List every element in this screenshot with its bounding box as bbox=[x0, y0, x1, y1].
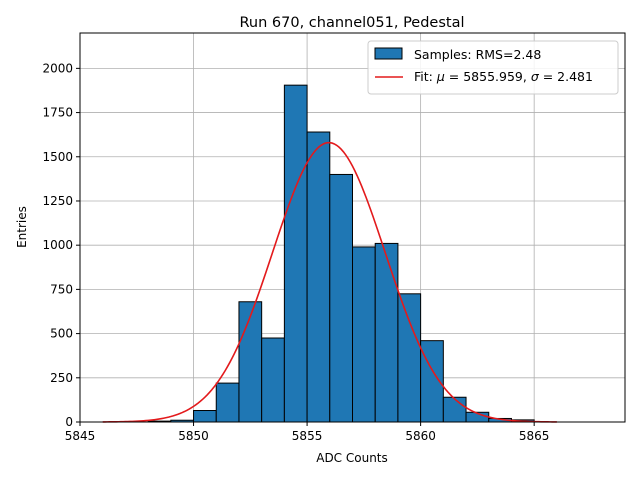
histogram-bar bbox=[215, 382, 240, 423]
y-tick-label: 2000 bbox=[42, 61, 73, 75]
histogram-bar bbox=[374, 242, 399, 423]
y-axis-ticks: 0 250 500 750 1000 1250 1500 1750 2000 bbox=[42, 61, 80, 429]
x-axis-label: ADC Counts bbox=[316, 451, 388, 465]
fit-curve bbox=[102, 141, 557, 423]
legend-swatch-samples bbox=[374, 47, 403, 60]
chart-title: Run 670, channel051, Pedestal bbox=[239, 15, 464, 31]
legend-box bbox=[367, 40, 619, 95]
x-tick-label: 5865 bbox=[519, 429, 550, 443]
y-tick-label: 0 bbox=[65, 415, 73, 429]
y-axis-label: Entries bbox=[15, 206, 29, 248]
legend: Samples: RMS=2.48 Fit: μ = 5855.959, σ =… bbox=[367, 40, 619, 95]
histogram-bar bbox=[283, 84, 308, 423]
histogram-bar bbox=[193, 410, 217, 423]
histogram-bars bbox=[147, 84, 535, 423]
y-tick-label: 750 bbox=[50, 282, 73, 296]
y-tick-label: 1000 bbox=[42, 238, 73, 252]
legend-label-fit: Fit: μ = 5855.959, σ = 2.481 bbox=[414, 69, 593, 84]
x-tick-label: 5850 bbox=[178, 429, 209, 443]
histogram-bar bbox=[306, 131, 331, 423]
histogram-bar bbox=[442, 396, 467, 423]
histogram-bar bbox=[397, 293, 422, 423]
y-tick-label: 250 bbox=[50, 371, 73, 385]
y-tick-label: 1750 bbox=[42, 106, 73, 120]
y-tick-label: 500 bbox=[50, 327, 73, 341]
histogram-bar bbox=[329, 173, 353, 423]
y-tick-label: 1500 bbox=[42, 150, 73, 164]
plot-frame bbox=[79, 32, 626, 423]
histogram-bar bbox=[352, 246, 376, 423]
histogram-bar bbox=[238, 301, 263, 423]
x-tick-label: 5845 bbox=[65, 429, 96, 443]
x-tick-label: 5855 bbox=[292, 429, 323, 443]
y-tick-label: 1250 bbox=[42, 194, 73, 208]
legend-label-samples: Samples: RMS=2.48 bbox=[414, 47, 541, 62]
x-tick-label: 5860 bbox=[405, 429, 436, 443]
x-axis-ticks: 5845 5850 5855 5860 5865 bbox=[65, 422, 550, 443]
histogram-bar bbox=[261, 337, 285, 423]
